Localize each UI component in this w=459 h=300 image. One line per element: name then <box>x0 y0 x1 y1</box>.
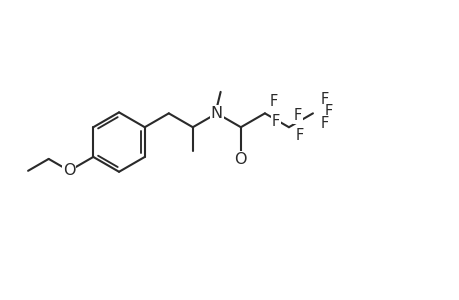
Text: N: N <box>210 106 223 121</box>
Text: F: F <box>295 128 303 142</box>
Text: F: F <box>320 92 328 107</box>
Text: O: O <box>63 163 75 178</box>
Text: F: F <box>293 108 301 123</box>
Text: F: F <box>324 104 332 119</box>
Text: O: O <box>234 152 246 167</box>
Text: F: F <box>269 94 277 109</box>
Text: F: F <box>320 116 328 131</box>
Text: F: F <box>271 114 280 129</box>
